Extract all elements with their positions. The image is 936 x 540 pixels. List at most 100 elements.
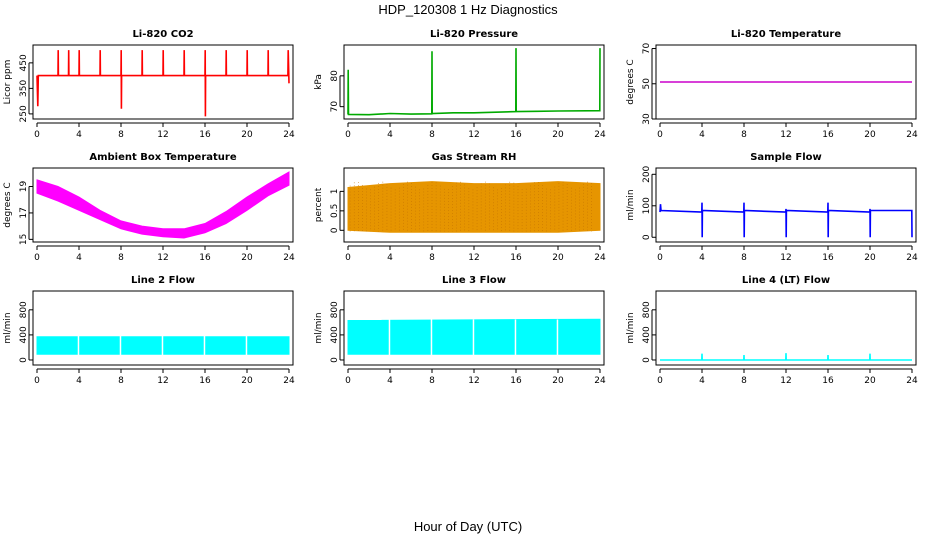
x-tick-label: 4 — [387, 253, 393, 263]
x-tick-label: 4 — [699, 253, 705, 263]
x-tick-label: 20 — [864, 376, 876, 386]
y-tick-label: 15 — [19, 234, 29, 245]
x-tick-label: 4 — [76, 376, 82, 386]
y-tick-label: 0.5 — [330, 204, 340, 218]
y-tick-label: 250 — [19, 105, 29, 122]
y-tick-label: 0 — [330, 357, 340, 363]
y-axis-label: Licor ppm — [3, 60, 13, 105]
x-tick-label: 16 — [822, 253, 834, 263]
x-tick-label: 20 — [552, 253, 564, 263]
panel-title: Li-820 Temperature — [731, 29, 841, 40]
y-axis-label: degrees C — [626, 59, 636, 104]
plot-frame — [32, 290, 294, 366]
x-tick-label: 16 — [822, 376, 834, 386]
y-axis-label: percent — [314, 187, 324, 222]
x-tick-label: 20 — [552, 376, 564, 386]
x-tick-label: 0 — [345, 253, 351, 263]
y-axis-label: degrees C — [3, 182, 13, 227]
panel-title: Line 2 Flow — [131, 275, 195, 286]
x-tick-label: 12 — [780, 253, 791, 263]
x-tick-label: 0 — [345, 376, 351, 386]
x-tick-label: 8 — [741, 253, 747, 263]
y-tick-label: 70 — [330, 101, 340, 113]
x-tick-label: 4 — [699, 376, 705, 386]
panel-temperature: Li-820 Temperature 0 4 8 12 16 20 24 30 50 70 degre… — [626, 29, 918, 140]
x-tick-label: 24 — [283, 253, 295, 263]
x-tick-label: 4 — [76, 253, 82, 263]
series-line — [36, 50, 290, 117]
x-tick-label: 8 — [429, 130, 435, 140]
x-tick-label: 24 — [906, 130, 918, 140]
panel-line3: Line 3 Flow 0 4 8 12 16 20 24 0 400 800 ml/min — [314, 275, 606, 386]
series-line — [659, 202, 913, 238]
series-line — [347, 48, 601, 116]
y-tick-label: 0 — [19, 357, 29, 363]
x-tick-label: 4 — [699, 130, 705, 140]
y-tick-label: 50 — [642, 78, 652, 90]
x-tick-label: 0 — [34, 253, 40, 263]
y-tick-label: 450 — [19, 54, 29, 71]
series-band — [36, 171, 290, 239]
x-tick-label: 20 — [864, 130, 876, 140]
y-axis-label: kPa — [314, 74, 324, 90]
plot-frame — [655, 290, 917, 366]
y-tick-label: 0 — [330, 227, 340, 233]
x-tick-label: 0 — [34, 130, 40, 140]
x-tick-label: 8 — [741, 376, 747, 386]
x-tick-label: 0 — [345, 130, 351, 140]
panel-line4: Line 4 (LT) Flow 0 4 8 12 16 20 24 0 400 800 ml/min — [626, 275, 918, 386]
y-tick-label: 30 — [642, 113, 652, 125]
x-tick-label: 16 — [510, 253, 522, 263]
y-tick-label: 200 — [642, 165, 652, 182]
plot-frame — [343, 290, 605, 366]
x-tick-label: 8 — [118, 376, 124, 386]
panel-sample: Sample Flow 0 4 8 12 16 20 24 0 100 200 ml/min — [626, 152, 918, 263]
x-tick-label: 20 — [241, 130, 253, 140]
series-band — [347, 181, 601, 233]
x-tick-label: 12 — [780, 130, 791, 140]
panel-pressure: Li-820 Pressure 0 4 8 12 16 20 24 70 80 kPa — [314, 29, 606, 140]
x-axis-caption: Hour of Day (UTC) — [413, 519, 523, 534]
x-tick-label: 8 — [741, 130, 747, 140]
x-tick-label: 24 — [594, 130, 606, 140]
y-tick-label: 1 — [330, 189, 340, 195]
plot-frame — [32, 44, 294, 120]
x-tick-label: 0 — [657, 130, 663, 140]
y-tick-label: 80 — [330, 70, 340, 82]
x-tick-label: 12 — [157, 253, 168, 263]
x-tick-label: 24 — [906, 253, 918, 263]
y-tick-label: 70 — [642, 43, 652, 55]
panel-title: Ambient Box Temperature — [89, 152, 236, 163]
panel-title: Sample Flow — [750, 152, 822, 163]
x-tick-label: 24 — [594, 253, 606, 263]
y-tick-label: 400 — [330, 326, 340, 343]
panel-rh: Gas Stream RH 0 4 8 12 16 20 24 0 0.5 1 percent — [314, 152, 606, 263]
y-tick-label: 0 — [642, 234, 652, 240]
panel-title: Line 3 Flow — [442, 275, 506, 286]
y-tick-label: 19 — [19, 181, 29, 193]
y-axis-label: ml/min — [626, 312, 636, 343]
y-axis-label: ml/min — [626, 189, 636, 220]
figure-title: HDP_120308 1 Hz Diagnostics — [378, 2, 558, 17]
panel-ambient: Ambient Box Temperature 0 4 8 12 16 20 24 15 17 19… — [3, 152, 295, 263]
x-tick-label: 4 — [387, 376, 393, 386]
x-tick-label: 24 — [906, 376, 918, 386]
x-tick-label: 8 — [118, 130, 124, 140]
y-tick-label: 17 — [19, 207, 29, 218]
panel-title: Line 4 (LT) Flow — [742, 275, 830, 286]
y-tick-label: 800 — [330, 301, 340, 318]
x-tick-label: 4 — [76, 130, 82, 140]
x-tick-label: 0 — [657, 376, 663, 386]
x-tick-label: 12 — [468, 253, 479, 263]
y-tick-label: 350 — [19, 80, 29, 97]
x-tick-label: 24 — [594, 376, 606, 386]
panel-title: Li-820 Pressure — [430, 29, 518, 40]
x-tick-label: 24 — [283, 130, 295, 140]
plot-frame — [655, 44, 917, 120]
x-tick-label: 12 — [468, 130, 479, 140]
plot-frame — [343, 44, 605, 120]
x-tick-label: 0 — [34, 376, 40, 386]
panel-title: Gas Stream RH — [432, 152, 517, 163]
x-tick-label: 8 — [429, 253, 435, 263]
